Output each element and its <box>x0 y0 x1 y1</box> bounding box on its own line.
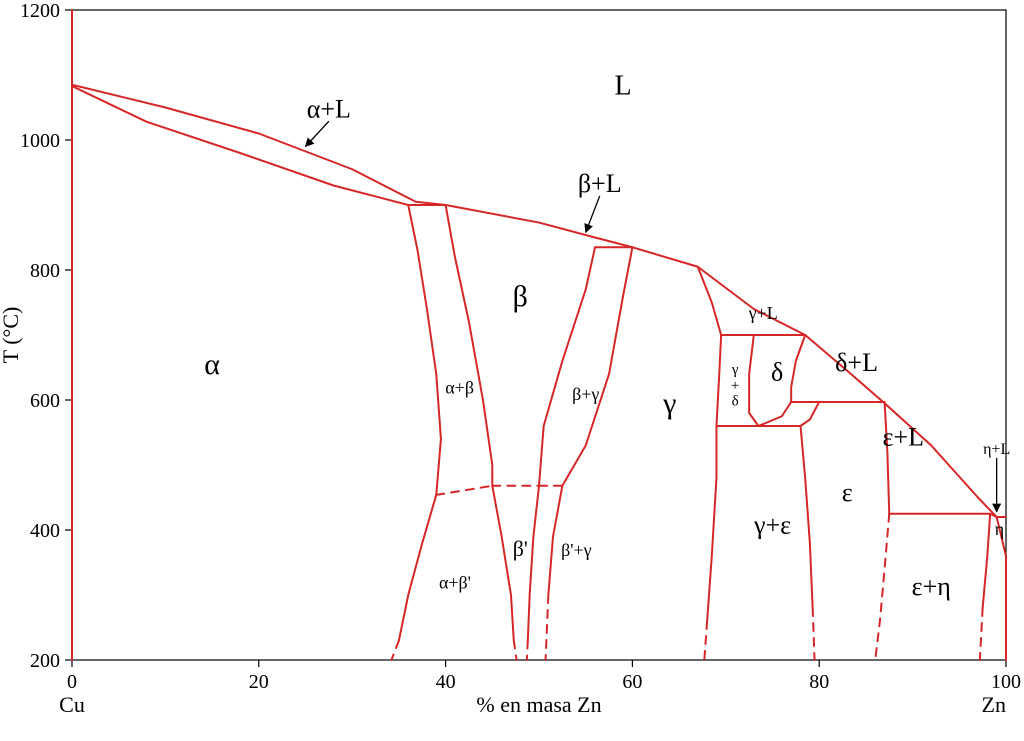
y-tick-label: 1000 <box>20 130 60 152</box>
region-label: L <box>615 71 632 102</box>
x-end-right: Zn <box>982 692 1006 717</box>
region-label: β <box>513 280 528 313</box>
phase-boundary-alpha-solvus <box>408 205 441 495</box>
phase-boundary-delta-right <box>791 335 805 402</box>
phase-boundary-liquidus <box>72 85 997 517</box>
phase-boundary-eta-left <box>983 514 990 608</box>
phase-diagram-chart: 0 20 40 60 80 100 200 400 600 800 1000 1200 % en mas… <box>0 0 1024 736</box>
phase-boundary-eps-left-upper <box>801 402 820 426</box>
phase-boundary-delta-bottom <box>758 402 791 426</box>
y-tick-label: 600 <box>30 390 60 412</box>
phase-boundary-beta-right-low-dash <box>527 641 528 661</box>
region-label: α+β <box>445 378 474 398</box>
phase-boundary-beta-left-low-dash <box>514 641 517 661</box>
x-tick-label: 20 <box>249 671 269 693</box>
region-label: α+β' <box>439 573 471 593</box>
phase-boundary-gamma-right-low-dash <box>704 621 707 660</box>
phase-boundary-gamma-left-upper <box>562 247 632 486</box>
region-label: γ+δ <box>731 362 740 410</box>
x-tick-label: 0 <box>67 671 77 693</box>
label-arrow <box>586 196 600 232</box>
phase-boundary-peritectic-425 <box>889 514 996 517</box>
phase-boundary-beta-left-low <box>492 486 513 641</box>
phase-boundary-eps-right-low-dash <box>875 514 889 660</box>
phase-boundary-beta-right-upper <box>539 247 595 486</box>
y-tick-label: 400 <box>30 520 60 542</box>
phase-boundary-order-line-left <box>436 486 492 495</box>
phase-boundary-gamma-right-low <box>707 426 716 621</box>
region-label: β' <box>513 536 528 561</box>
y-tick-label: 200 <box>30 650 60 672</box>
phase-boundary-eps-left-low-dash <box>813 608 815 660</box>
phase-boundary-eps-right-upper <box>885 402 890 514</box>
region-label: α+L <box>307 94 351 123</box>
x-axis-label: % en masa Zn <box>476 692 601 717</box>
phase-boundary-beta-left-upper <box>446 205 493 486</box>
phase-boundary-eps-left-low <box>801 426 813 608</box>
region-label: β+L <box>578 169 622 198</box>
region-label: β'+γ <box>561 540 592 560</box>
x-end-left: Cu <box>59 692 85 717</box>
phase-boundary-gamma-left-low-dash <box>546 595 549 660</box>
region-label: β+γ <box>572 384 599 404</box>
plot-frame <box>72 10 1006 660</box>
region-label: δ <box>771 358 783 387</box>
phase-boundary-eta-left-dash <box>980 608 983 660</box>
region-label: δ+L <box>835 348 878 377</box>
phase-boundary-delta-left <box>749 335 758 426</box>
phase-boundary-gamma-right-mid <box>716 335 721 426</box>
phase-boundary-alpha-solidus-upper <box>72 85 408 205</box>
y-axis-label: T (°C) <box>0 307 23 364</box>
x-tick-label: 60 <box>622 671 642 693</box>
phase-boundary-beta-right-low <box>528 486 539 641</box>
x-tick-label: 40 <box>436 671 456 693</box>
region-label: ε+L <box>883 423 924 452</box>
x-tick-label: 80 <box>809 671 829 693</box>
region-label: η+L <box>983 441 1010 458</box>
phase-boundary-alpha-solvus-dash <box>391 641 398 661</box>
region-label: γ+ε <box>753 510 791 539</box>
y-tick-label: 1200 <box>20 0 60 22</box>
region-label: η <box>995 519 1004 539</box>
x-tick-label: 100 <box>991 671 1021 693</box>
region-label: γ+L <box>748 303 778 323</box>
region-label: γ <box>662 387 676 420</box>
phase-boundary-gamma-right-upper <box>698 267 721 335</box>
y-tick-label: 800 <box>30 260 60 282</box>
region-label: α <box>204 348 220 381</box>
phase-boundary-alpha-solvus-low <box>399 495 436 641</box>
region-label: ε+η <box>912 572 951 601</box>
label-arrow <box>306 121 329 146</box>
region-label: ε <box>842 478 853 507</box>
diagram-svg: 0 20 40 60 80 100 200 400 600 800 1000 1200 % en mas… <box>0 0 1024 736</box>
